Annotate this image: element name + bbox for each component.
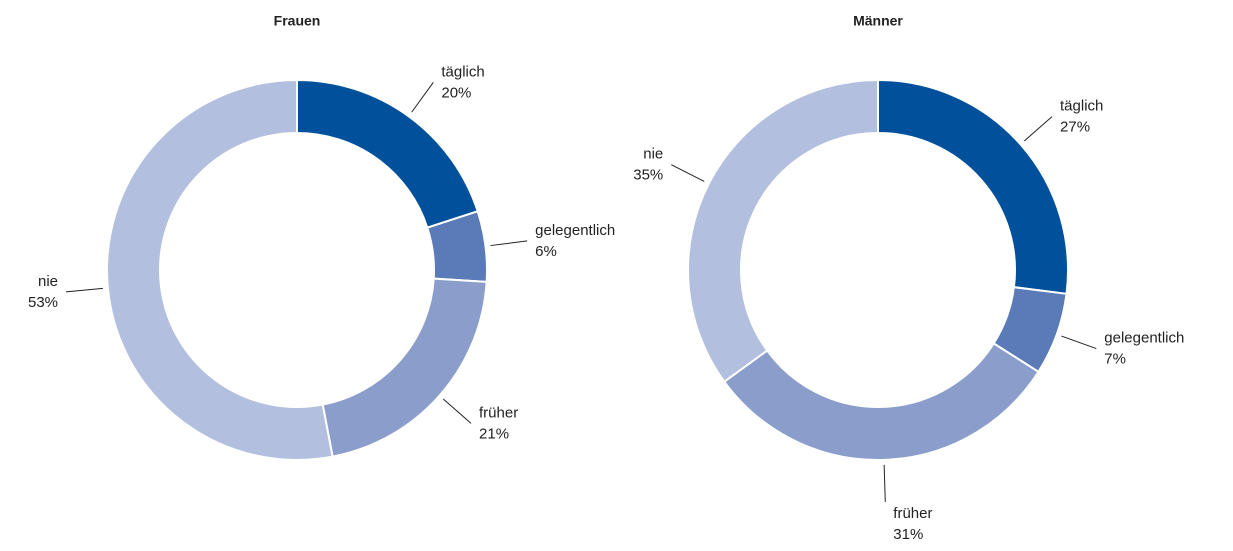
leader-line [411,82,434,113]
donut-slice [687,78,879,384]
value-label: 7% [1104,351,1126,368]
value-label: 53% [28,294,58,311]
leader-line [65,287,103,293]
slice-label: täglich [1060,98,1103,115]
donut-slice [296,78,479,229]
value-label: 31% [893,526,923,543]
donut-slice [321,277,488,458]
slice-label: früher [893,505,932,522]
value-label: 6% [535,243,557,260]
donut-slice [722,342,1040,461]
chart-title: Frauen [274,13,321,29]
slice-label: täglich [441,63,484,80]
leader-line [442,398,472,424]
leader-line [671,164,705,182]
value-label: 21% [479,425,509,442]
slice-label: gelegentlich [1104,330,1184,347]
leader-line [490,240,528,247]
slice-label: nie [643,146,663,163]
value-label: 27% [1060,119,1090,136]
value-label: 35% [633,167,663,184]
donut-slice [106,78,334,461]
leader-line [1061,335,1097,350]
leader-line [1023,116,1053,142]
slice-label: gelegentlich [535,222,615,239]
donut-slice [877,78,1069,295]
chart-title: Männer [853,13,903,29]
leader-line [883,464,886,502]
value-label: 20% [441,84,471,101]
slice-label: früher [479,404,518,421]
slice-label: nie [38,273,58,290]
